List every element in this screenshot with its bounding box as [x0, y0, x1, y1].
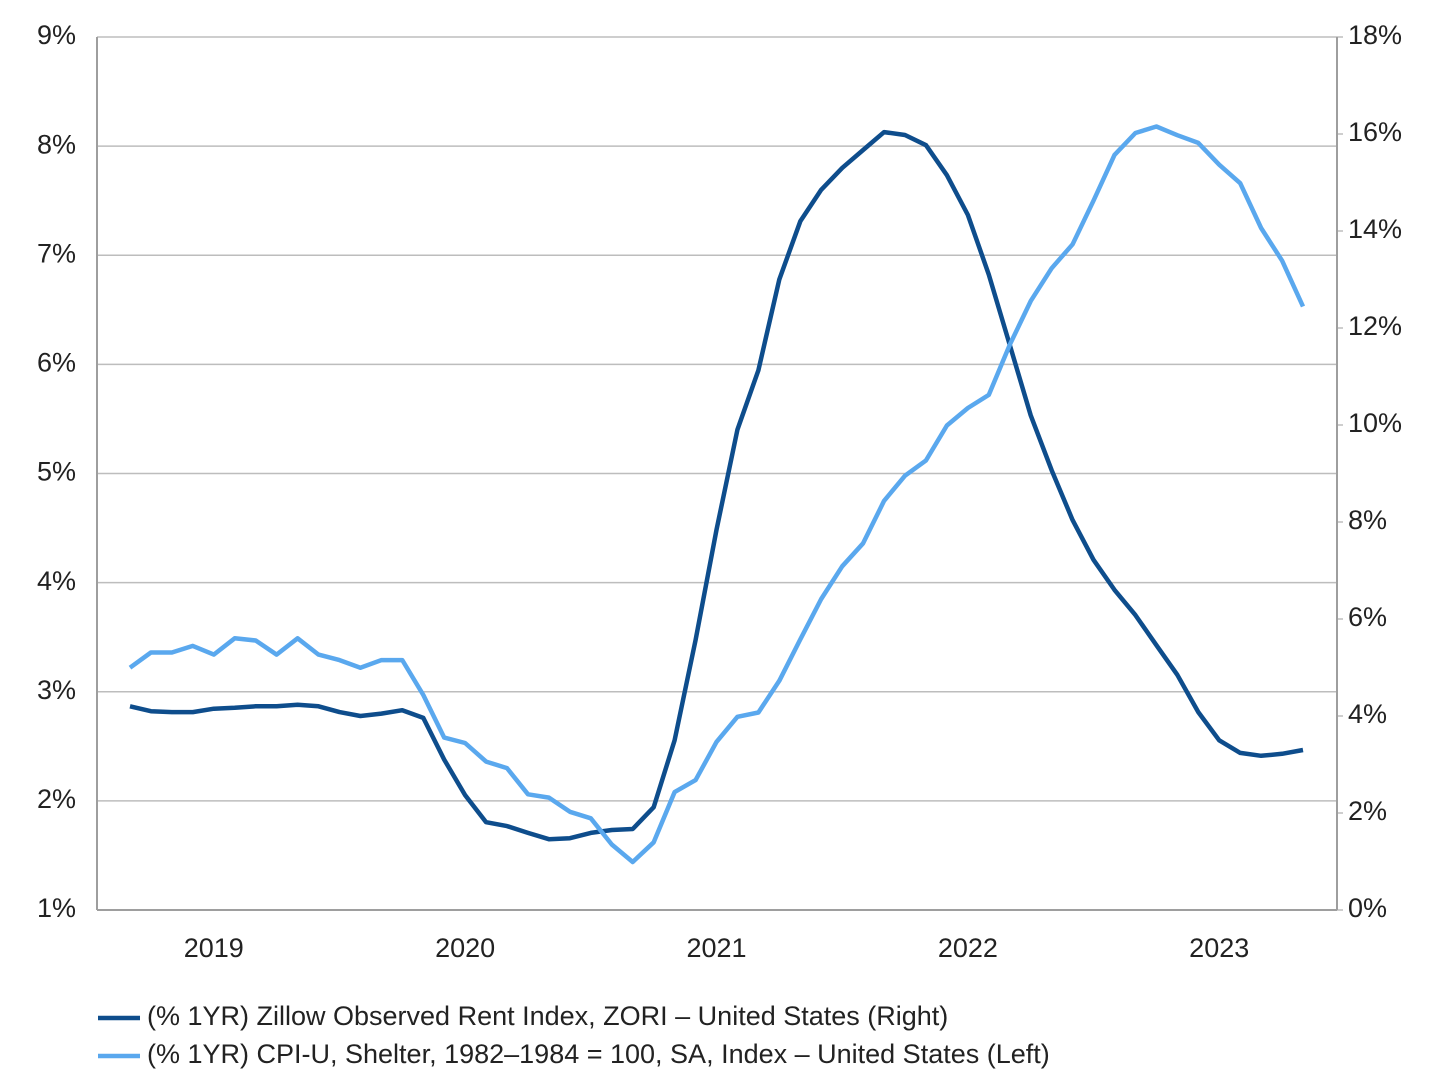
- data-line: [129, 129, 1304, 842]
- y-tick-label: 7%: [37, 238, 76, 268]
- y2-tick-label: 2%: [1348, 796, 1387, 826]
- legend-label: (% 1YR) CPI-U, Shelter, 1982–1984 = 100,…: [147, 1039, 1050, 1069]
- legend-label: (% 1YR) Zillow Observed Rent Index, ZORI…: [147, 1001, 948, 1031]
- y-tick-label: 1%: [37, 893, 76, 923]
- y2-tick-label: 14%: [1348, 214, 1402, 244]
- x-tick-label: 2020: [435, 933, 495, 963]
- y-tick-label: 4%: [37, 566, 76, 596]
- y-tick-label: 5%: [37, 457, 76, 487]
- x-tick-label: 2019: [184, 933, 244, 963]
- y2-tick-label: 0%: [1348, 893, 1387, 923]
- x-tick-label: 2022: [938, 933, 998, 963]
- y2-tick-label: 18%: [1348, 20, 1402, 50]
- y-tick-label: 6%: [37, 348, 76, 378]
- y-tick-label: 9%: [37, 20, 76, 50]
- data-line: [128, 124, 1306, 865]
- x-tick-label: 2021: [686, 933, 746, 963]
- y2-tick-label: 4%: [1348, 699, 1387, 729]
- y2-tick-label: 12%: [1348, 311, 1402, 341]
- x-tick-label: 2023: [1189, 933, 1249, 963]
- y2-tick-label: 16%: [1348, 117, 1402, 147]
- y2-tick-label: 8%: [1348, 505, 1387, 535]
- y2-tick-label: 6%: [1348, 602, 1387, 632]
- y-tick-label: 8%: [37, 129, 76, 159]
- y2-tick-label: 10%: [1348, 408, 1402, 438]
- y-tick-label: 3%: [37, 675, 76, 705]
- y-tick-label: 2%: [37, 784, 76, 814]
